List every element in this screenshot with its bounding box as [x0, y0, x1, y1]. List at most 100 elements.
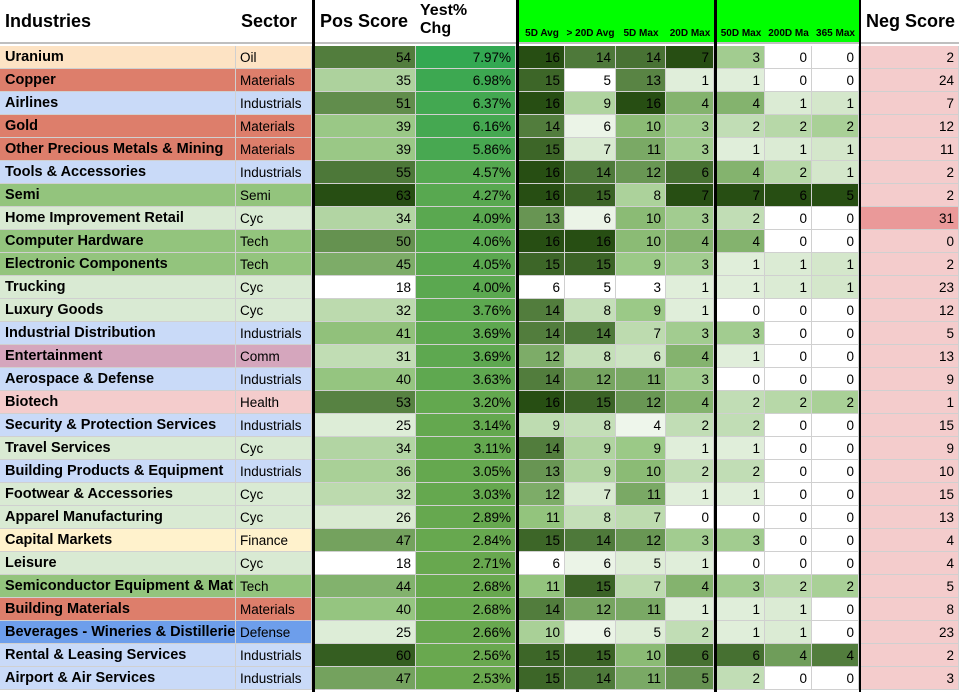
max365-cell[interactable]: 0 — [812, 230, 859, 253]
header-5d-avg[interactable]: 5D Avg — [519, 0, 565, 44]
pos-score-cell[interactable]: 25 — [315, 414, 416, 437]
yest-chg-cell[interactable]: 3.14% — [416, 414, 516, 437]
max5-cell[interactable]: 16 — [616, 92, 666, 115]
avg20-cell[interactable]: 14 — [565, 667, 616, 690]
yest-chg-cell[interactable]: 2.53% — [416, 667, 516, 690]
avg5-cell[interactable]: 14 — [519, 437, 565, 460]
max20-cell[interactable]: 3 — [666, 529, 714, 552]
industry-cell[interactable]: Uranium — [0, 46, 236, 69]
neg-score-cell[interactable]: 11 — [861, 138, 959, 161]
avg5-cell[interactable]: 6 — [519, 276, 565, 299]
avg20-cell[interactable]: 16 — [565, 230, 616, 253]
industry-cell[interactable]: Travel Services — [0, 437, 236, 460]
max5-cell[interactable]: 10 — [616, 115, 666, 138]
max5-cell[interactable]: 9 — [616, 437, 666, 460]
header-20d-avg[interactable]: > 20D Avg — [565, 0, 616, 44]
avg20-cell[interactable]: 6 — [565, 207, 616, 230]
avg5-cell[interactable]: 14 — [519, 299, 565, 322]
avg5-cell[interactable]: 6 — [519, 552, 565, 575]
max5-cell[interactable]: 12 — [616, 529, 666, 552]
avg5-cell[interactable]: 13 — [519, 207, 565, 230]
max200-cell[interactable]: 0 — [765, 667, 812, 690]
max5-cell[interactable]: 11 — [616, 598, 666, 621]
max200-cell[interactable]: 1 — [765, 138, 812, 161]
sector-cell[interactable]: Industrials — [236, 644, 312, 667]
neg-score-cell[interactable]: 24 — [861, 69, 959, 92]
max20-cell[interactable]: 4 — [666, 92, 714, 115]
max200-cell[interactable]: 0 — [765, 230, 812, 253]
max365-cell[interactable]: 0 — [812, 368, 859, 391]
yest-chg-cell[interactable]: 2.71% — [416, 552, 516, 575]
industry-cell[interactable]: Capital Markets — [0, 529, 236, 552]
max365-cell[interactable]: 1 — [812, 276, 859, 299]
max50-cell[interactable]: 3 — [717, 529, 765, 552]
max365-cell[interactable]: 0 — [812, 552, 859, 575]
sector-cell[interactable]: Oil — [236, 46, 312, 69]
industry-cell[interactable]: Luxury Goods — [0, 299, 236, 322]
max200-cell[interactable]: 1 — [765, 276, 812, 299]
neg-score-cell[interactable]: 4 — [861, 552, 959, 575]
max20-cell[interactable]: 3 — [666, 322, 714, 345]
pos-score-cell[interactable]: 55 — [315, 161, 416, 184]
pos-score-cell[interactable]: 47 — [315, 529, 416, 552]
max5-cell[interactable]: 11 — [616, 368, 666, 391]
industry-cell[interactable]: Tools & Accessories — [0, 161, 236, 184]
max365-cell[interactable]: 0 — [812, 506, 859, 529]
max50-cell[interactable]: 4 — [717, 92, 765, 115]
pos-score-cell[interactable]: 45 — [315, 253, 416, 276]
avg20-cell[interactable]: 12 — [565, 598, 616, 621]
max200-cell[interactable]: 2 — [765, 115, 812, 138]
avg5-cell[interactable]: 13 — [519, 460, 565, 483]
max20-cell[interactable]: 1 — [666, 69, 714, 92]
pos-score-cell[interactable]: 34 — [315, 437, 416, 460]
avg5-cell[interactable]: 14 — [519, 368, 565, 391]
max200-cell[interactable]: 1 — [765, 621, 812, 644]
max20-cell[interactable]: 4 — [666, 391, 714, 414]
sector-cell[interactable]: Cyc — [236, 437, 312, 460]
max20-cell[interactable]: 6 — [666, 161, 714, 184]
yest-chg-cell[interactable]: 2.56% — [416, 644, 516, 667]
pos-score-cell[interactable]: 18 — [315, 276, 416, 299]
max5-cell[interactable]: 4 — [616, 414, 666, 437]
avg20-cell[interactable]: 9 — [565, 460, 616, 483]
max200-cell[interactable]: 0 — [765, 345, 812, 368]
max200-cell[interactable]: 0 — [765, 437, 812, 460]
header-200d-max[interactable]: 200D Ma — [765, 0, 812, 44]
industry-cell[interactable]: Building Products & Equipment — [0, 460, 236, 483]
max5-cell[interactable]: 12 — [616, 161, 666, 184]
max50-cell[interactable]: 1 — [717, 345, 765, 368]
avg5-cell[interactable]: 11 — [519, 506, 565, 529]
avg20-cell[interactable]: 8 — [565, 506, 616, 529]
neg-score-cell[interactable]: 15 — [861, 414, 959, 437]
max20-cell[interactable]: 0 — [666, 506, 714, 529]
max20-cell[interactable]: 3 — [666, 115, 714, 138]
max365-cell[interactable]: 0 — [812, 46, 859, 69]
sector-cell[interactable]: Materials — [236, 115, 312, 138]
max200-cell[interactable]: 4 — [765, 644, 812, 667]
yest-chg-cell[interactable]: 4.05% — [416, 253, 516, 276]
sector-cell[interactable]: Industrials — [236, 460, 312, 483]
avg20-cell[interactable]: 6 — [565, 552, 616, 575]
max200-cell[interactable]: 0 — [765, 506, 812, 529]
neg-score-cell[interactable]: 0 — [861, 230, 959, 253]
max50-cell[interactable]: 6 — [717, 644, 765, 667]
avg5-cell[interactable]: 15 — [519, 529, 565, 552]
avg20-cell[interactable]: 7 — [565, 138, 616, 161]
industry-cell[interactable]: Home Improvement Retail — [0, 207, 236, 230]
avg5-cell[interactable]: 16 — [519, 161, 565, 184]
max20-cell[interactable]: 1 — [666, 483, 714, 506]
avg20-cell[interactable]: 14 — [565, 529, 616, 552]
sector-cell[interactable]: Comm — [236, 345, 312, 368]
max50-cell[interactable]: 2 — [717, 414, 765, 437]
neg-score-cell[interactable]: 8 — [861, 598, 959, 621]
header-20d-max[interactable]: 20D Max — [666, 0, 714, 44]
pos-score-cell[interactable]: 32 — [315, 483, 416, 506]
max50-cell[interactable]: 1 — [717, 483, 765, 506]
max200-cell[interactable]: 6 — [765, 184, 812, 207]
max20-cell[interactable]: 3 — [666, 253, 714, 276]
industry-cell[interactable]: Computer Hardware — [0, 230, 236, 253]
max20-cell[interactable]: 1 — [666, 598, 714, 621]
yest-chg-cell[interactable]: 4.06% — [416, 230, 516, 253]
avg20-cell[interactable]: 14 — [565, 46, 616, 69]
neg-score-cell[interactable]: 15 — [861, 483, 959, 506]
